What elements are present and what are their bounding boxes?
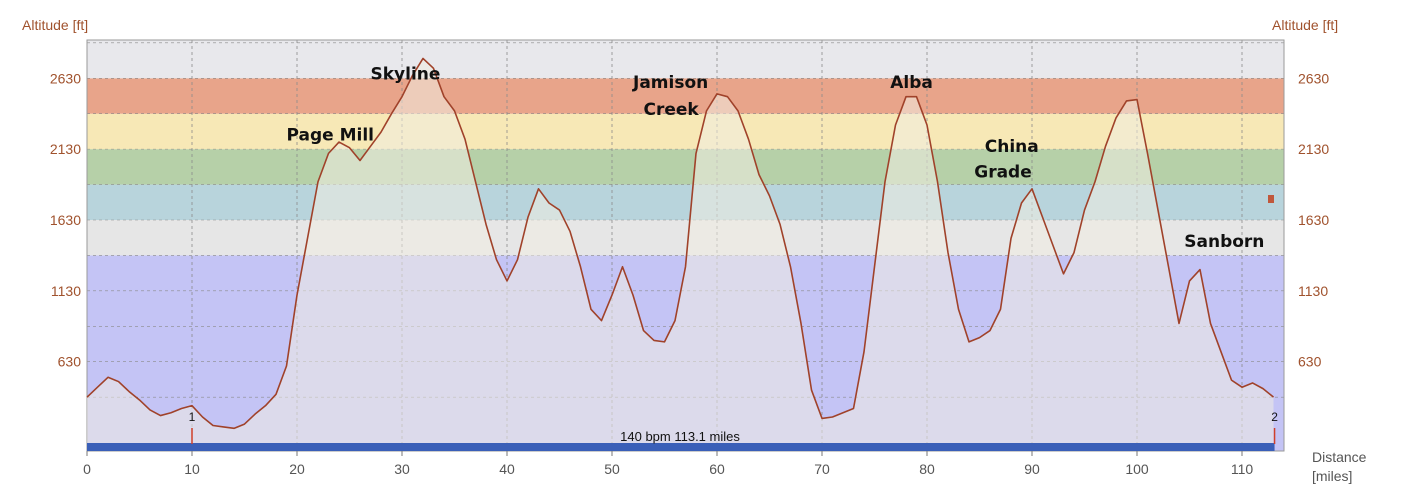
bottom-bar-label: 140 bpm 113.1 miles [620, 429, 740, 444]
zone-band-6 [87, 40, 1284, 79]
x-tick-label-110: 110 [1231, 461, 1254, 477]
climb-label-jamison: Jamison [632, 73, 708, 93]
x-tick-label-30: 30 [394, 461, 410, 477]
x-tick-label-60: 60 [709, 461, 725, 477]
annotation-layer: Skyline Page Mill Jamison Creek Alba China Gra… [287, 65, 1265, 252]
x-axis-title: Distance [1312, 449, 1367, 465]
y-axis-title-left: Altitude [ft] [22, 17, 88, 33]
climb-label-grade: Grade [974, 162, 1032, 182]
x-tick-label-70: 70 [814, 461, 830, 477]
y-axis-title-right: Altitude [ft] [1272, 17, 1338, 33]
zone-band-3 [87, 149, 1284, 185]
y-tick-label-left-2630: 2630 [50, 70, 81, 86]
x-tick-label-100: 100 [1125, 461, 1149, 477]
x-tick-label-20: 20 [289, 461, 305, 477]
zone-band-4 [87, 113, 1284, 150]
marker-2-label: 2 [1271, 410, 1278, 424]
y-tick-label-left-1130: 1130 [51, 283, 81, 299]
tick-layer: 0 10 20 30 40 50 60 70 80 90 100 110 630 630 1130 1130 1… [50, 70, 1330, 477]
climb-label-china: China [985, 137, 1039, 157]
x-tick-label-80: 80 [919, 461, 935, 477]
x-tick-label-90: 90 [1024, 461, 1040, 477]
climb-label-sanborn: Sanborn [1184, 232, 1264, 252]
y-tick-label-right-2130: 2130 [1298, 141, 1329, 157]
climb-label-creek: Creek [644, 100, 700, 120]
profile-layer [86, 57, 1275, 452]
marker-1-label: 1 [189, 410, 196, 424]
climb-label-alba: Alba [890, 73, 933, 93]
x-tick-label-40: 40 [499, 461, 515, 477]
bottom-bar [87, 443, 1275, 451]
profile-line [86, 57, 1275, 430]
climb-label-page-mill: Page Mill [287, 126, 375, 146]
y-tick-label-right-1630: 1630 [1298, 212, 1329, 228]
y-tick-label-right-1130: 1130 [1298, 283, 1328, 299]
climb-label-skyline: Skyline [371, 65, 441, 85]
y-tick-label-right-2630: 2630 [1298, 70, 1329, 86]
x-tick-label-50: 50 [604, 461, 620, 477]
y-tick-label-left-630: 630 [58, 354, 82, 370]
zone-band-5 [87, 78, 1284, 114]
scroll-indicator-icon [1268, 195, 1274, 203]
x-tick-label-0: 0 [83, 461, 91, 477]
y-tick-label-right-630: 630 [1298, 354, 1322, 370]
y-tick-label-left-1630: 1630 [50, 212, 81, 228]
profile-area [87, 58, 1274, 452]
y-tick-label-left-2130: 2130 [50, 141, 81, 157]
x-axis-unit: [miles] [1312, 468, 1352, 484]
x-tick-label-10: 10 [184, 461, 200, 477]
